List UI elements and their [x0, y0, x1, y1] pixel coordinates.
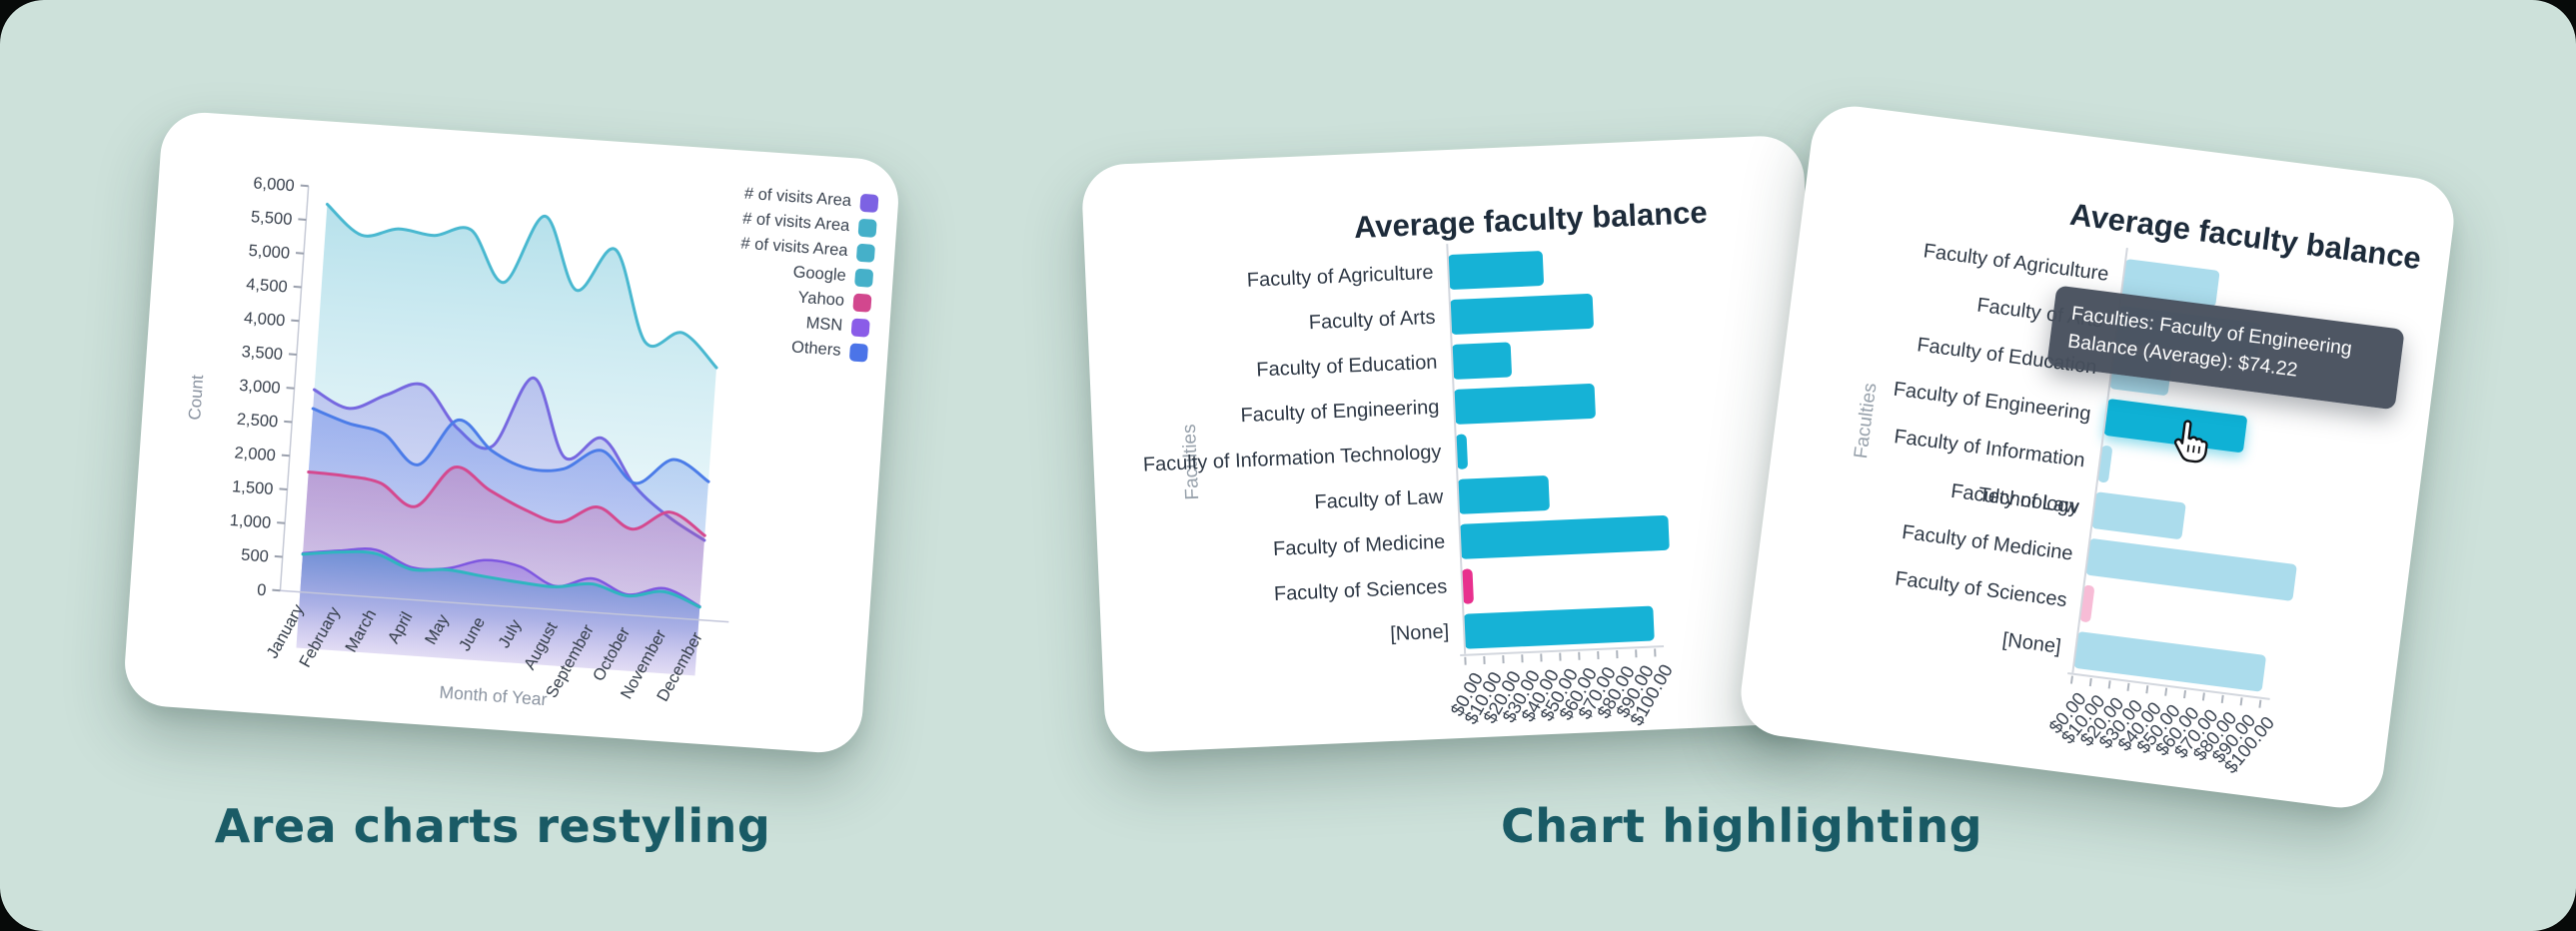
y-tick-label: 5,500	[250, 208, 292, 229]
chart-tooltip: Faculties: Faculty of Engineering Balanc…	[2046, 285, 2405, 411]
legend-item-of-visits-area-2[interactable]: # of visits Area	[739, 234, 876, 263]
x-tick-mark	[1635, 649, 1638, 658]
area-chart[interactable]: 0 500 1,000 1,500 2,000 2,500 3,000 3,500 4,000 4…	[122, 110, 901, 755]
bar-plot-area: Faculty of Agriculture Faculty of Arts Fac…	[1817, 101, 2459, 777]
area-chart-legend: # of visits Area # of visits Area # of vis…	[732, 185, 879, 369]
x-tick-mark	[1483, 655, 1486, 664]
x-axis-title: Month of Year	[439, 682, 548, 709]
x-tick-mark	[2239, 697, 2243, 706]
x-tick-mark	[2088, 677, 2092, 687]
legend-label: Yahoo	[797, 288, 845, 310]
legend-label: # of visits Area	[741, 209, 850, 236]
y-tick-label: 1,500	[232, 477, 274, 498]
y-tick-label: 500	[241, 546, 270, 566]
bar-faculty-of-law[interactable]	[1457, 474, 1551, 514]
legend-swatch-icon	[852, 293, 872, 313]
x-tick-mark	[1464, 656, 1467, 665]
bar-chart-card: Average faculty balance Faculties Facult…	[1080, 134, 1829, 754]
bar-faculty-of-agriculture[interactable]	[1447, 250, 1545, 291]
legend-item-yahoo-4[interactable]: Yahoo	[736, 284, 872, 313]
x-tick-mark	[2201, 692, 2205, 701]
bar-none[interactable]	[1463, 605, 1655, 649]
bar-faculty-of-law[interactable]	[2090, 491, 2187, 540]
y-tick-label: 3,500	[241, 343, 283, 364]
x-tick-mark	[2164, 687, 2168, 696]
y-tick-label: 2,000	[234, 444, 276, 465]
bar-faculty-of-medicine[interactable]	[2084, 537, 2297, 601]
x-tick-mark	[1521, 654, 1524, 663]
x-tick-mark	[1502, 655, 1505, 664]
x-tick-mark	[1616, 650, 1619, 659]
legend-swatch-icon	[850, 317, 870, 338]
legend-label: MSN	[805, 314, 843, 335]
x-tick-mark	[2069, 675, 2073, 684]
y-tick-label: 3,000	[239, 377, 281, 398]
bar-plot-area: Faculty of Agriculture Faculty of Arts Fac…	[1080, 135, 1802, 729]
legend-label: # of visits Area	[739, 234, 849, 261]
x-tick-mark	[1578, 651, 1581, 660]
area-chart-card: 0 500 1,000 1,500 2,000 2,500 3,000 3,500 4,000 4…	[122, 109, 901, 756]
bar-faculty-of-medicine[interactable]	[1459, 514, 1670, 559]
y-tick-label: 4,500	[246, 276, 288, 297]
bar-faculty-of-education[interactable]	[1451, 342, 1513, 380]
line-series-others-2	[311, 407, 710, 485]
chart-title: Average faculty balance	[1353, 194, 1709, 246]
x-tick-mark	[2107, 680, 2111, 689]
legend-item-of-visits-area-1[interactable]: # of visits Area	[742, 210, 877, 238]
legend-item-others-6[interactable]: Others	[733, 334, 869, 363]
y-axis-title: Count	[185, 374, 207, 421]
legend-swatch-icon	[857, 218, 877, 238]
y-tick-label: 2,500	[236, 411, 278, 432]
bar-faculty-of-sciences[interactable]	[1461, 568, 1475, 604]
legend-item-google-3[interactable]: Google	[738, 260, 874, 288]
caption-chart-highlighting: Chart highlighting	[1500, 799, 1983, 853]
legend-label: Google	[792, 263, 847, 285]
line-series-google-0	[325, 202, 718, 370]
area-series-of-visits-area-5[interactable]	[296, 547, 701, 676]
y-tick-label: 5,000	[248, 242, 290, 263]
bar-faculty-of-arts[interactable]	[1449, 293, 1594, 336]
line-series-of-visits-area-5	[301, 549, 701, 609]
hand-pointer-cursor-icon	[2173, 420, 2208, 464]
legend-label: Others	[790, 338, 842, 360]
legend-swatch-icon	[848, 342, 869, 363]
x-axis-line	[280, 589, 729, 623]
y-tick-label: 4,000	[243, 309, 285, 330]
y-tick-label: 6,000	[253, 174, 295, 195]
bar-faculty-of-engineering[interactable]	[1453, 383, 1597, 425]
x-tick-mark	[1540, 653, 1543, 662]
x-tick-mark	[1559, 652, 1562, 661]
x-tick-mark	[1597, 650, 1600, 659]
x-tick-mark	[2126, 682, 2130, 691]
legend-swatch-icon	[855, 243, 876, 263]
y-tick-label: 1,000	[229, 511, 271, 532]
bar-chart-highlighted-card: Average faculty balance Faculties Facult…	[1736, 101, 2459, 813]
x-tick-mark	[2220, 694, 2224, 703]
x-tick-mark	[2183, 689, 2187, 699]
legend-swatch-icon	[854, 268, 874, 288]
bar-none[interactable]	[2072, 630, 2267, 692]
y-tick-label: 0	[257, 581, 267, 600]
line-series-yahoo-3	[307, 466, 706, 537]
bar-faculty-of-information-technology[interactable]	[1455, 434, 1469, 469]
x-tick-mark	[1654, 648, 1657, 657]
legend-swatch-icon	[859, 193, 879, 213]
caption-area-charts-restyling: Area charts restyling	[214, 799, 771, 853]
legend-item-msn-5[interactable]: MSN	[735, 309, 870, 338]
x-tick-mark	[2258, 699, 2262, 708]
x-tick-mark	[2145, 685, 2149, 694]
